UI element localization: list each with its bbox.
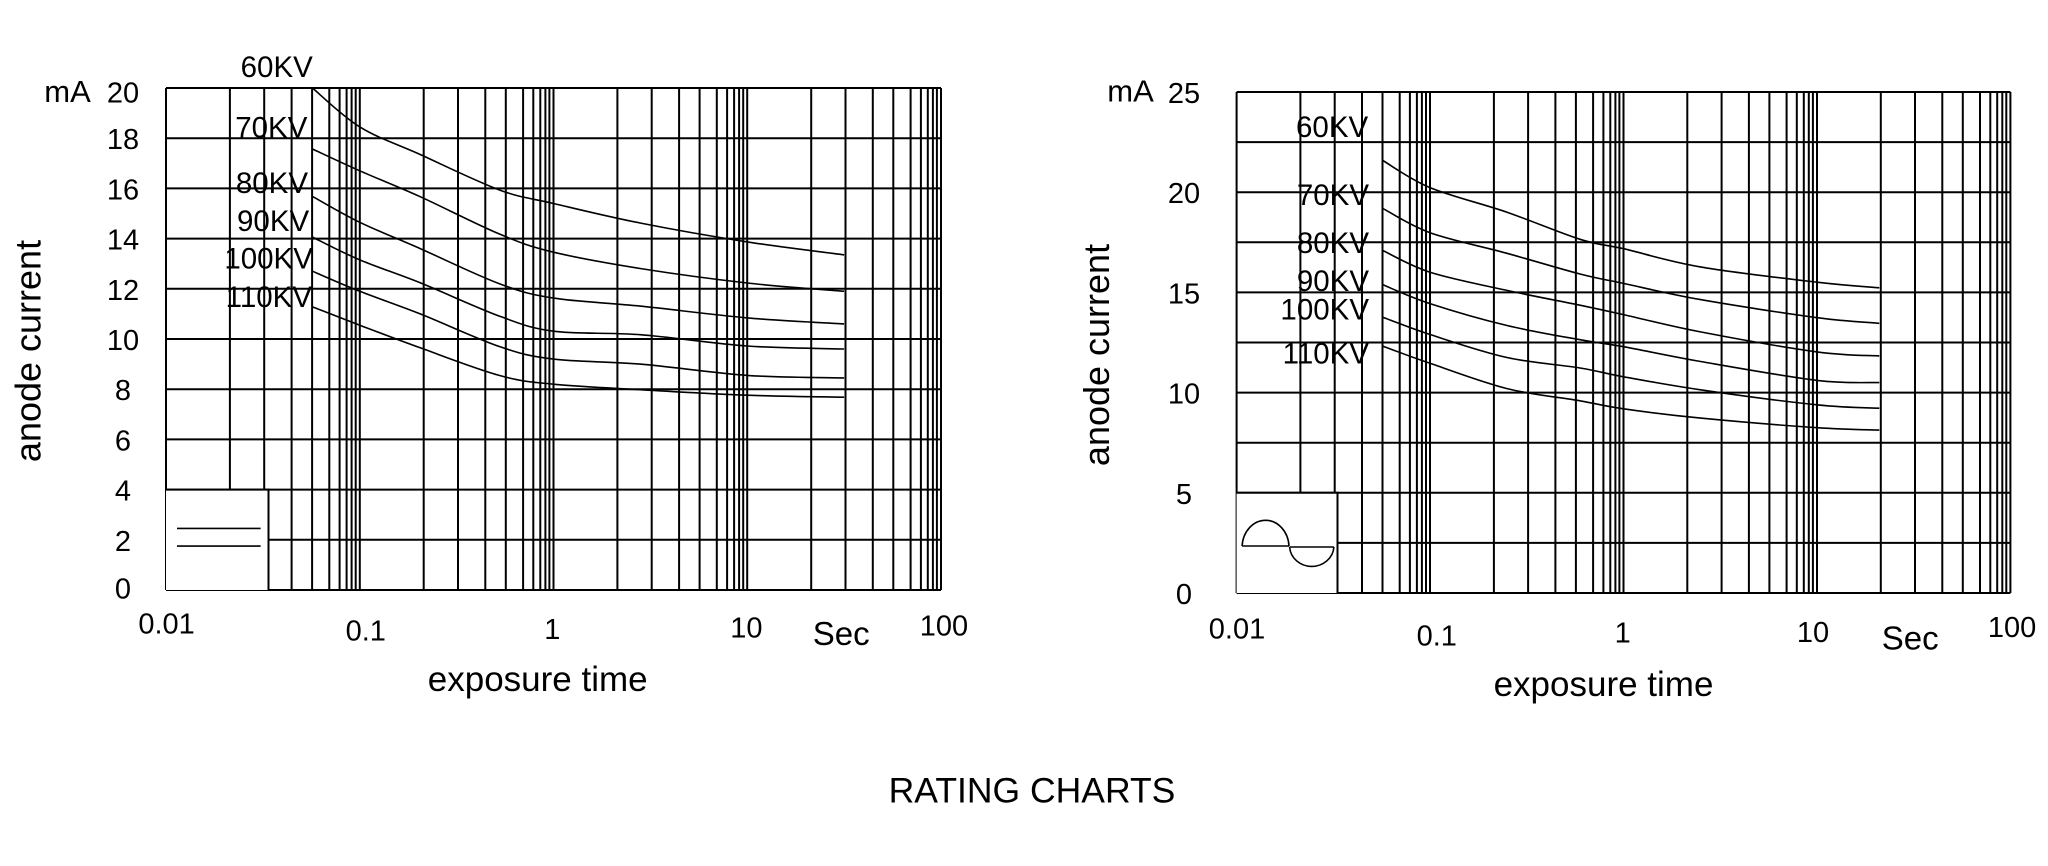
svg-text:70KV: 70KV: [1297, 179, 1369, 212]
svg-text:80KV: 80KV: [236, 167, 308, 200]
svg-text:exposure time: exposure time: [1494, 665, 1714, 704]
svg-text:20: 20: [107, 78, 139, 110]
svg-text:1: 1: [544, 614, 560, 646]
svg-text:mA: mA: [1107, 74, 1154, 109]
svg-text:110KV: 110KV: [1283, 337, 1370, 370]
svg-text:10: 10: [1797, 617, 1829, 649]
svg-text:100: 100: [1988, 612, 2036, 644]
svg-text:8: 8: [115, 375, 131, 407]
svg-text:mA: mA: [44, 74, 91, 109]
svg-text:4: 4: [115, 476, 131, 508]
svg-text:15: 15: [1168, 278, 1200, 310]
svg-text:100: 100: [920, 611, 968, 643]
svg-text:anode current: anode current: [8, 240, 49, 462]
svg-text:0: 0: [115, 574, 131, 606]
svg-text:100KV: 100KV: [1280, 293, 1369, 326]
svg-text:10: 10: [107, 325, 139, 357]
svg-text:80KV: 80KV: [1297, 227, 1369, 260]
svg-text:70KV: 70KV: [235, 112, 307, 145]
svg-text:anode current: anode current: [1076, 244, 1117, 466]
svg-text:Sec: Sec: [813, 615, 870, 652]
svg-text:6: 6: [115, 425, 131, 457]
svg-text:18: 18: [107, 124, 139, 156]
svg-text:0.1: 0.1: [346, 616, 386, 648]
svg-text:RATING CHARTS: RATING CHARTS: [889, 771, 1176, 811]
svg-text:10: 10: [730, 613, 762, 645]
svg-text:10: 10: [1168, 379, 1200, 411]
svg-text:25: 25: [1168, 78, 1200, 110]
svg-text:20: 20: [1168, 178, 1200, 210]
svg-text:60KV: 60KV: [1296, 111, 1368, 144]
svg-text:100KV: 100KV: [224, 242, 313, 275]
svg-text:exposure time: exposure time: [428, 660, 648, 699]
svg-text:1: 1: [1615, 618, 1631, 650]
svg-text:110KV: 110KV: [226, 281, 313, 314]
svg-text:60KV: 60KV: [241, 51, 313, 84]
svg-text:Sec: Sec: [1882, 620, 1939, 657]
svg-text:14: 14: [107, 225, 139, 257]
svg-text:16: 16: [107, 174, 139, 206]
svg-text:0.01: 0.01: [138, 609, 194, 641]
svg-text:12: 12: [107, 275, 139, 307]
svg-text:0.1: 0.1: [1417, 621, 1457, 653]
svg-text:0: 0: [1176, 579, 1192, 611]
svg-text:0.01: 0.01: [1209, 614, 1265, 646]
svg-text:90KV: 90KV: [1297, 265, 1369, 298]
svg-text:5: 5: [1176, 479, 1192, 511]
svg-text:90KV: 90KV: [237, 205, 309, 238]
svg-text:2: 2: [115, 526, 131, 558]
